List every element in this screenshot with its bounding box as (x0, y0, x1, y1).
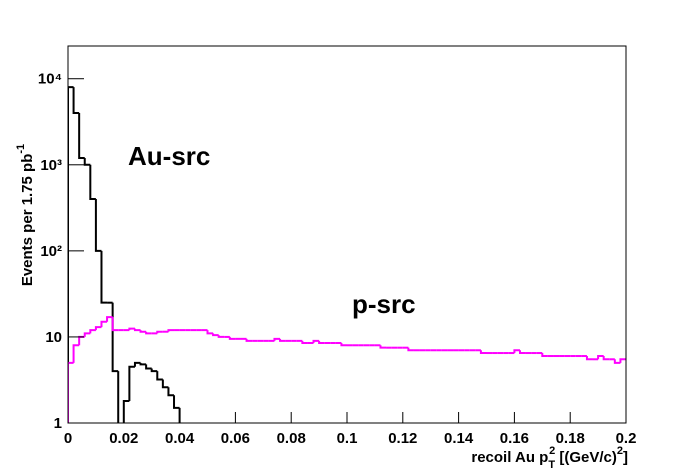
y-axis-title: Events per 1.75 pb-1 (15, 144, 36, 286)
histogram-bin (89, 164, 96, 201)
x-tick-label: 0.14 (444, 430, 474, 447)
histogram-bin (318, 340, 325, 345)
y-tick-label: 10⁴ (38, 71, 62, 88)
histogram-bin (133, 328, 141, 332)
histogram-bin (379, 345, 387, 349)
histogram-bin (117, 371, 120, 423)
histogram-bin (145, 331, 152, 335)
y-tick-label: 1 (54, 415, 62, 432)
histogram-bin (78, 112, 85, 159)
histogram-bin (150, 368, 158, 373)
x-tick-label: 0.12 (388, 430, 417, 447)
histogram-bin (106, 316, 113, 322)
histogram-bin (100, 250, 108, 304)
histogram-bin (83, 332, 91, 337)
x-tick-label: 0.1 (337, 430, 358, 447)
histogram-bin (619, 358, 626, 363)
histogram-bin (167, 387, 175, 397)
x-label-part: recoil Au p (471, 449, 548, 466)
histogram-bin (518, 350, 526, 355)
histogram-bin (407, 347, 414, 352)
x-tick-label: 0 (64, 430, 72, 447)
x-label-sup: 2 (549, 445, 555, 457)
x-tick-label: 0.02 (109, 430, 138, 447)
histogram-bin (94, 199, 102, 252)
histogram-bin (228, 336, 236, 340)
x-label-sub: T (548, 459, 555, 471)
histogram-bin (133, 361, 141, 367)
histogram-bin (312, 339, 320, 344)
y-tick-label: 10³ (40, 157, 62, 174)
histogram-bin (128, 327, 135, 331)
histogram-bin (156, 371, 163, 381)
x-tick-label: 0.04 (165, 430, 195, 447)
histogram-bin (111, 317, 119, 332)
histogram-bin (100, 320, 108, 328)
x-tick-label: 0.08 (277, 430, 306, 447)
histogram-bin (541, 353, 548, 358)
x-tick-label: 0.2 (616, 430, 637, 447)
y-label-part: Events per 1.75 pb (19, 154, 36, 287)
y-tick-label: 10 (45, 329, 62, 346)
histogram-bin (585, 356, 593, 361)
histogram-bin (602, 356, 610, 361)
histogram-bin (173, 395, 180, 409)
histogram-bin (128, 365, 135, 402)
x-label-sup: 2 (617, 445, 623, 457)
x-label-part: ] (623, 449, 628, 466)
histogram-bin (94, 326, 102, 331)
histogram-bin (145, 364, 152, 370)
histogram-bin (89, 329, 96, 334)
annotation: p-src (352, 289, 416, 319)
histogram-bin (206, 330, 214, 335)
y-label-sup: -1 (15, 144, 27, 154)
histogram-bin (217, 335, 225, 338)
annotation: Au-src (128, 141, 210, 171)
x-tick-label: 0.16 (500, 430, 529, 447)
histogram-bin (479, 350, 487, 355)
histogram-bin (245, 338, 253, 342)
histogram-bin (161, 379, 169, 389)
histogram-bin (279, 338, 286, 342)
histogram-bin (613, 359, 621, 364)
histogram-bin (68, 361, 74, 423)
x-tick-label: 0.18 (556, 430, 585, 447)
histogram-bin (513, 349, 520, 354)
y-tick-label: 10² (40, 243, 62, 260)
histogram-bin (139, 362, 147, 366)
plot-area (68, 86, 626, 423)
x-label-part: [(GeV/c) (555, 449, 617, 466)
histogram-bin (156, 330, 163, 334)
histogram-bin (273, 337, 281, 341)
histogram-bin (68, 86, 74, 423)
histogram-bin (72, 344, 80, 363)
histogram-bin (83, 157, 91, 166)
histogram-bin (597, 355, 604, 360)
histogram-bin (301, 340, 308, 345)
x-tick-label: 0.06 (221, 430, 250, 447)
histogram-bin (72, 87, 80, 114)
histogram-bin (139, 330, 147, 333)
x-axis-title: recoil Au pT 2 [(GeV/c)2] (471, 445, 628, 471)
histogram-bin (340, 343, 347, 347)
histogram-bin (167, 329, 175, 332)
histogram-bin (212, 333, 219, 337)
